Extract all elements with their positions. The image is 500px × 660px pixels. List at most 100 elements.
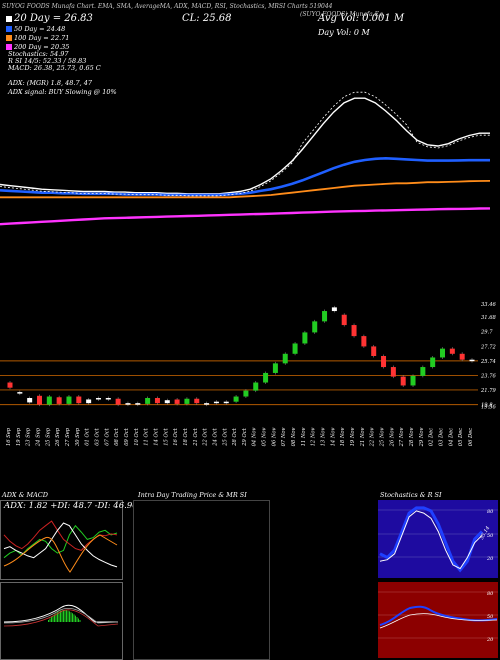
candle: [223, 401, 229, 404]
ema100-label: 100 Day = 22.71: [14, 34, 70, 42]
price-tick: 31.68: [481, 315, 497, 321]
candle: [272, 363, 278, 373]
date-tick: 08 Nov: [291, 428, 297, 447]
date-tick: 24 Oct: [212, 427, 218, 446]
candlestick-chart: 33.4631.6829.727.7225.7423.7621.7919.819…: [0, 302, 497, 448]
macd-panel: [0, 582, 123, 660]
candle: [36, 395, 42, 405]
intraday-panel: [133, 500, 270, 660]
moving-average-lines: [0, 91, 491, 226]
date-tick: 26 Sep: [55, 427, 61, 447]
date-tick: 28 Nov: [409, 428, 415, 448]
stoch-tick-20: 20: [487, 556, 494, 562]
ma-line-dotted: [0, 91, 490, 197]
candle: [459, 353, 465, 360]
date-tick: 25 Nov: [380, 428, 386, 448]
date-tick: 11 Oct: [144, 427, 150, 445]
date-tick: 16 Oct: [173, 427, 179, 445]
mrsi-tick-80: 80: [487, 591, 494, 597]
date-tick: 14 Oct: [153, 427, 159, 445]
price-tick: 19.8: [481, 403, 493, 409]
date-tick: 19 Nov: [350, 428, 356, 447]
date-tick: 15 Oct: [163, 427, 169, 445]
candle: [449, 348, 455, 354]
candle: [371, 346, 377, 356]
candle: [420, 367, 426, 376]
date-tick: 29 Oct: [242, 427, 248, 446]
date-tick: 05 Nov: [262, 428, 268, 447]
candle: [292, 343, 298, 354]
candle: [253, 382, 259, 391]
candle: [46, 396, 52, 405]
stochastics-readout: Stochastics: 54.97: [8, 50, 69, 58]
candle: [302, 332, 308, 344]
date-tick: 05 Dec: [458, 428, 464, 446]
ma-line-50-day: [0, 156, 490, 197]
adx-readout: ADX: (MGR) 1.8, 48.7, 47: [8, 79, 93, 87]
stoch-tick-80: 80: [487, 509, 494, 515]
candle: [204, 403, 210, 405]
price-tick: 23.76: [480, 373, 497, 379]
date-tick: 24 Sep: [35, 427, 41, 447]
candle: [390, 367, 396, 377]
date-tick: 10 Oct: [134, 427, 140, 445]
mrsi-tick-50: 50: [487, 614, 494, 620]
stoch-tick-50: 50: [487, 533, 494, 539]
ema50-swatch: [6, 26, 12, 32]
candle: [86, 399, 92, 404]
date-tick: 18 Oct: [183, 427, 189, 445]
chart-header-line: SUYOG FOODS Munafa Chart. EMA, SMA, Aver…: [2, 3, 333, 10]
candle: [233, 396, 239, 402]
day-volume-label: Day Vol: 0 M: [318, 28, 370, 37]
ema20-label: 20 Day = 26.83: [14, 13, 93, 24]
date-tick: 04 Nov: [252, 428, 258, 447]
candle: [76, 396, 82, 404]
moving-average-chart: [0, 91, 491, 226]
ema200-swatch: [6, 44, 12, 50]
candles: [7, 305, 475, 407]
date-tick: 21 Nov: [360, 428, 366, 448]
date-tick: 19 Sep: [16, 427, 22, 446]
price-axis: 33.46 31.68 29.7 27.72 25.74 23.76 21.79 19.819…: [480, 302, 497, 410]
date-tick: 07 Nov: [281, 428, 287, 447]
ema200-legend: 200 Day = 20.35: [6, 43, 69, 51]
date-tick: 06 Nov: [271, 428, 277, 447]
ema50-label: 50 Day = 24.48: [14, 25, 66, 33]
rsi-readout: R SI 14/5: 52.33 / 58.83: [8, 57, 87, 65]
candle: [174, 399, 180, 404]
candle: [430, 357, 436, 368]
adx-panel: [0, 500, 123, 580]
candle: [331, 307, 337, 312]
date-tick: 08 Oct: [114, 427, 120, 445]
candle: [184, 398, 190, 404]
date-tick: 25 Oct: [222, 427, 228, 446]
date-tick: 27 Nov: [399, 428, 405, 448]
candle: [115, 398, 121, 405]
date-tick: 25 Sep: [45, 427, 51, 447]
avg-volume-label: Avg Vol: 0.001 M: [318, 13, 405, 24]
ema200-label: 200 Day = 20.35: [14, 43, 70, 51]
candle: [263, 372, 269, 383]
adx-values-label: ADX: 1.82 +DI: 48.7 -DI: 46.96: [4, 501, 138, 511]
candle: [56, 397, 62, 404]
candle: [341, 314, 347, 326]
date-tick: 13 Nov: [321, 428, 327, 447]
intraday-panel-title: Intra Day Trading Price & MR SI: [138, 491, 247, 499]
candle: [469, 359, 475, 362]
date-tick: 03 Dec: [439, 428, 445, 446]
date-tick: 09 Oct: [124, 427, 130, 445]
mrsi-tick-20: 20: [487, 637, 494, 643]
ma-line-100-day: [0, 180, 491, 199]
candle: [105, 398, 111, 400]
date-tick: 11 Nov: [301, 428, 307, 447]
candle: [17, 392, 23, 394]
candle: [440, 348, 446, 358]
ema20-swatch: [6, 16, 12, 22]
candle: [243, 390, 249, 397]
price-tick: 27.72: [480, 344, 496, 350]
candle: [125, 403, 131, 405]
price-tick: 29.7: [480, 330, 493, 336]
date-tick: 02 Dec: [429, 428, 435, 446]
close-price-label: CL: 25.68: [182, 13, 232, 24]
ema100-legend: 100 Day = 22.71: [6, 34, 69, 42]
